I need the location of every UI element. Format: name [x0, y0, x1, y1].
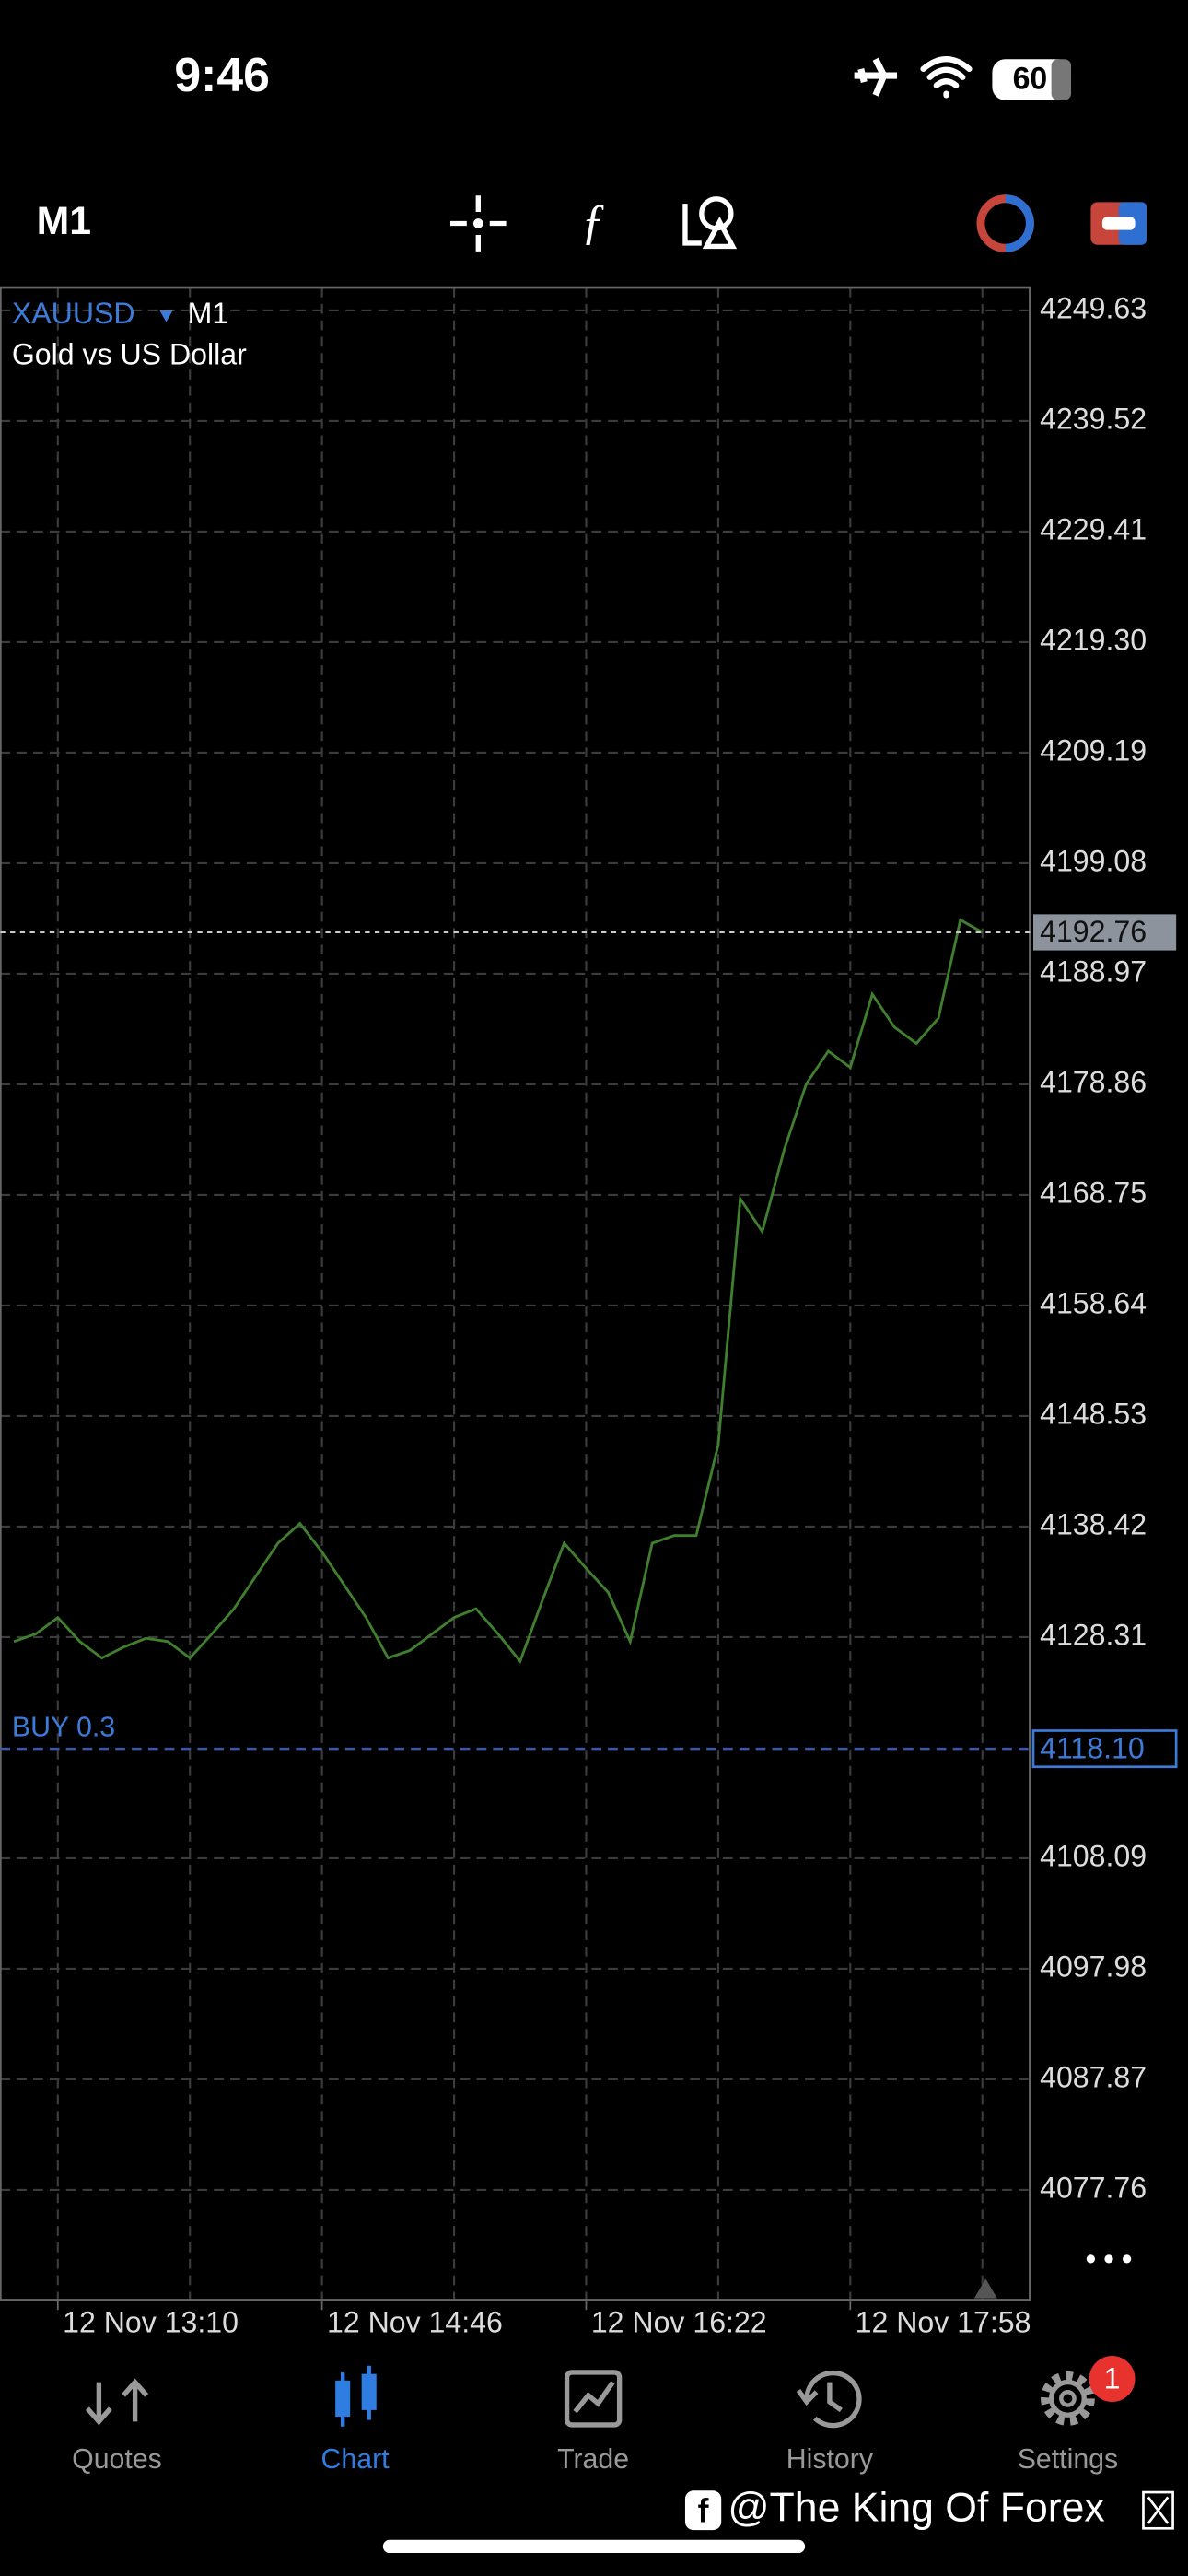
tab-label[interactable]: Settings [1018, 2444, 1118, 2475]
y-tick-label: 4087.87 [1040, 2060, 1147, 2093]
y-tick-label: 4199.08 [1040, 844, 1147, 877]
chart-timeframe: M1 [188, 297, 229, 330]
chart-subtitle: Gold vs US Dollar [12, 337, 247, 370]
watermark-logo-letter: f [698, 2493, 709, 2530]
trade-panel-icon-bar [1101, 217, 1136, 230]
chart-icon [335, 2365, 377, 2427]
current-price-box [1032, 914, 1177, 951]
y-tick-label: 4219.30 [1040, 623, 1147, 656]
watermark-box [1142, 2490, 1174, 2530]
order-price-box [1031, 1729, 1178, 1769]
badge [1089, 2356, 1136, 2402]
price-line [13, 918, 984, 1665]
x-tick-label: 12 Nov 17:58 [856, 2306, 1031, 2339]
airplane-icon [854, 57, 897, 97]
y-tick-label: 4108.09 [1040, 1839, 1147, 1872]
y-tick-label: 4128.31 [1040, 1618, 1147, 1651]
order-price-label: 4118.10 [1040, 1731, 1145, 1764]
tab-label[interactable]: Chart [321, 2444, 390, 2475]
battery-level: 60 [1013, 61, 1048, 96]
x-tick-label: 12 Nov 14:46 [327, 2306, 503, 2339]
tab-label[interactable]: Trade [557, 2444, 629, 2475]
plot [0, 918, 1031, 1751]
status-time: 9:46 [174, 48, 269, 101]
y-tick-label: 4249.63 [1040, 291, 1147, 324]
tab-bar: 1 Quotes Chart Trade History Settings [72, 2356, 1136, 2475]
crosshair-icon[interactable] [449, 195, 507, 252]
watermark-logo [684, 2490, 722, 2531]
symbol[interactable]: XAUUSD [12, 297, 135, 330]
chart: XAUUSD M1 Gold vs US Dollar 4249.63 4239.… [0, 286, 1178, 2339]
chart-frame [0, 286, 1031, 2301]
one-click-icon-half [1005, 194, 1034, 252]
watermark: @The King Of Forex [728, 2485, 1104, 2530]
objects-icon[interactable] [682, 196, 738, 250]
more-button[interactable] [1086, 2254, 1132, 2264]
y-tick-label: 4239.52 [1040, 402, 1147, 435]
symbol-dropdown[interactable] [159, 310, 173, 322]
tab-label[interactable]: History [786, 2444, 874, 2475]
grid [0, 287, 1031, 2311]
y-tick-label: 4077.76 [1040, 2171, 1147, 2204]
y-tick-label: 4229.41 [1040, 512, 1147, 545]
quotes-icon [85, 2378, 149, 2426]
y-tick-label: 4168.75 [1040, 1176, 1147, 1209]
x-tick-label: 12 Nov 16:22 [591, 2306, 767, 2339]
battery-empty [1051, 59, 1072, 100]
watermark-box-cross [1147, 2496, 1170, 2524]
trade-icon [564, 2370, 623, 2428]
y-tick-label: 4178.86 [1040, 1065, 1147, 1098]
scroll-marker [973, 2278, 997, 2299]
y-tick-label: 4148.53 [1040, 1397, 1147, 1430]
indicator-icon[interactable]: ƒ [581, 193, 606, 249]
y-tick-label: 4158.64 [1040, 1286, 1147, 1319]
timeframe-button[interactable]: M1 [37, 199, 91, 243]
y-tick-label: 4188.97 [1040, 954, 1147, 988]
home-indicator [382, 2539, 806, 2554]
badge-count: 1 [1104, 2361, 1121, 2395]
x-tick-label: 12 Nov 13:10 [63, 2306, 239, 2339]
y-tick-label: 4209.19 [1040, 733, 1147, 767]
y-tick-label: 4138.42 [1040, 1507, 1147, 1540]
current-price-label: 4192.76 [1040, 915, 1147, 948]
y-tick-label: 4097.98 [1040, 1950, 1147, 1983]
order-label[interactable]: BUY 0.3 [12, 1713, 115, 1743]
tab-label[interactable]: Quotes [72, 2444, 162, 2475]
history-icon [796, 2370, 862, 2429]
wifi-icon [920, 56, 973, 99]
